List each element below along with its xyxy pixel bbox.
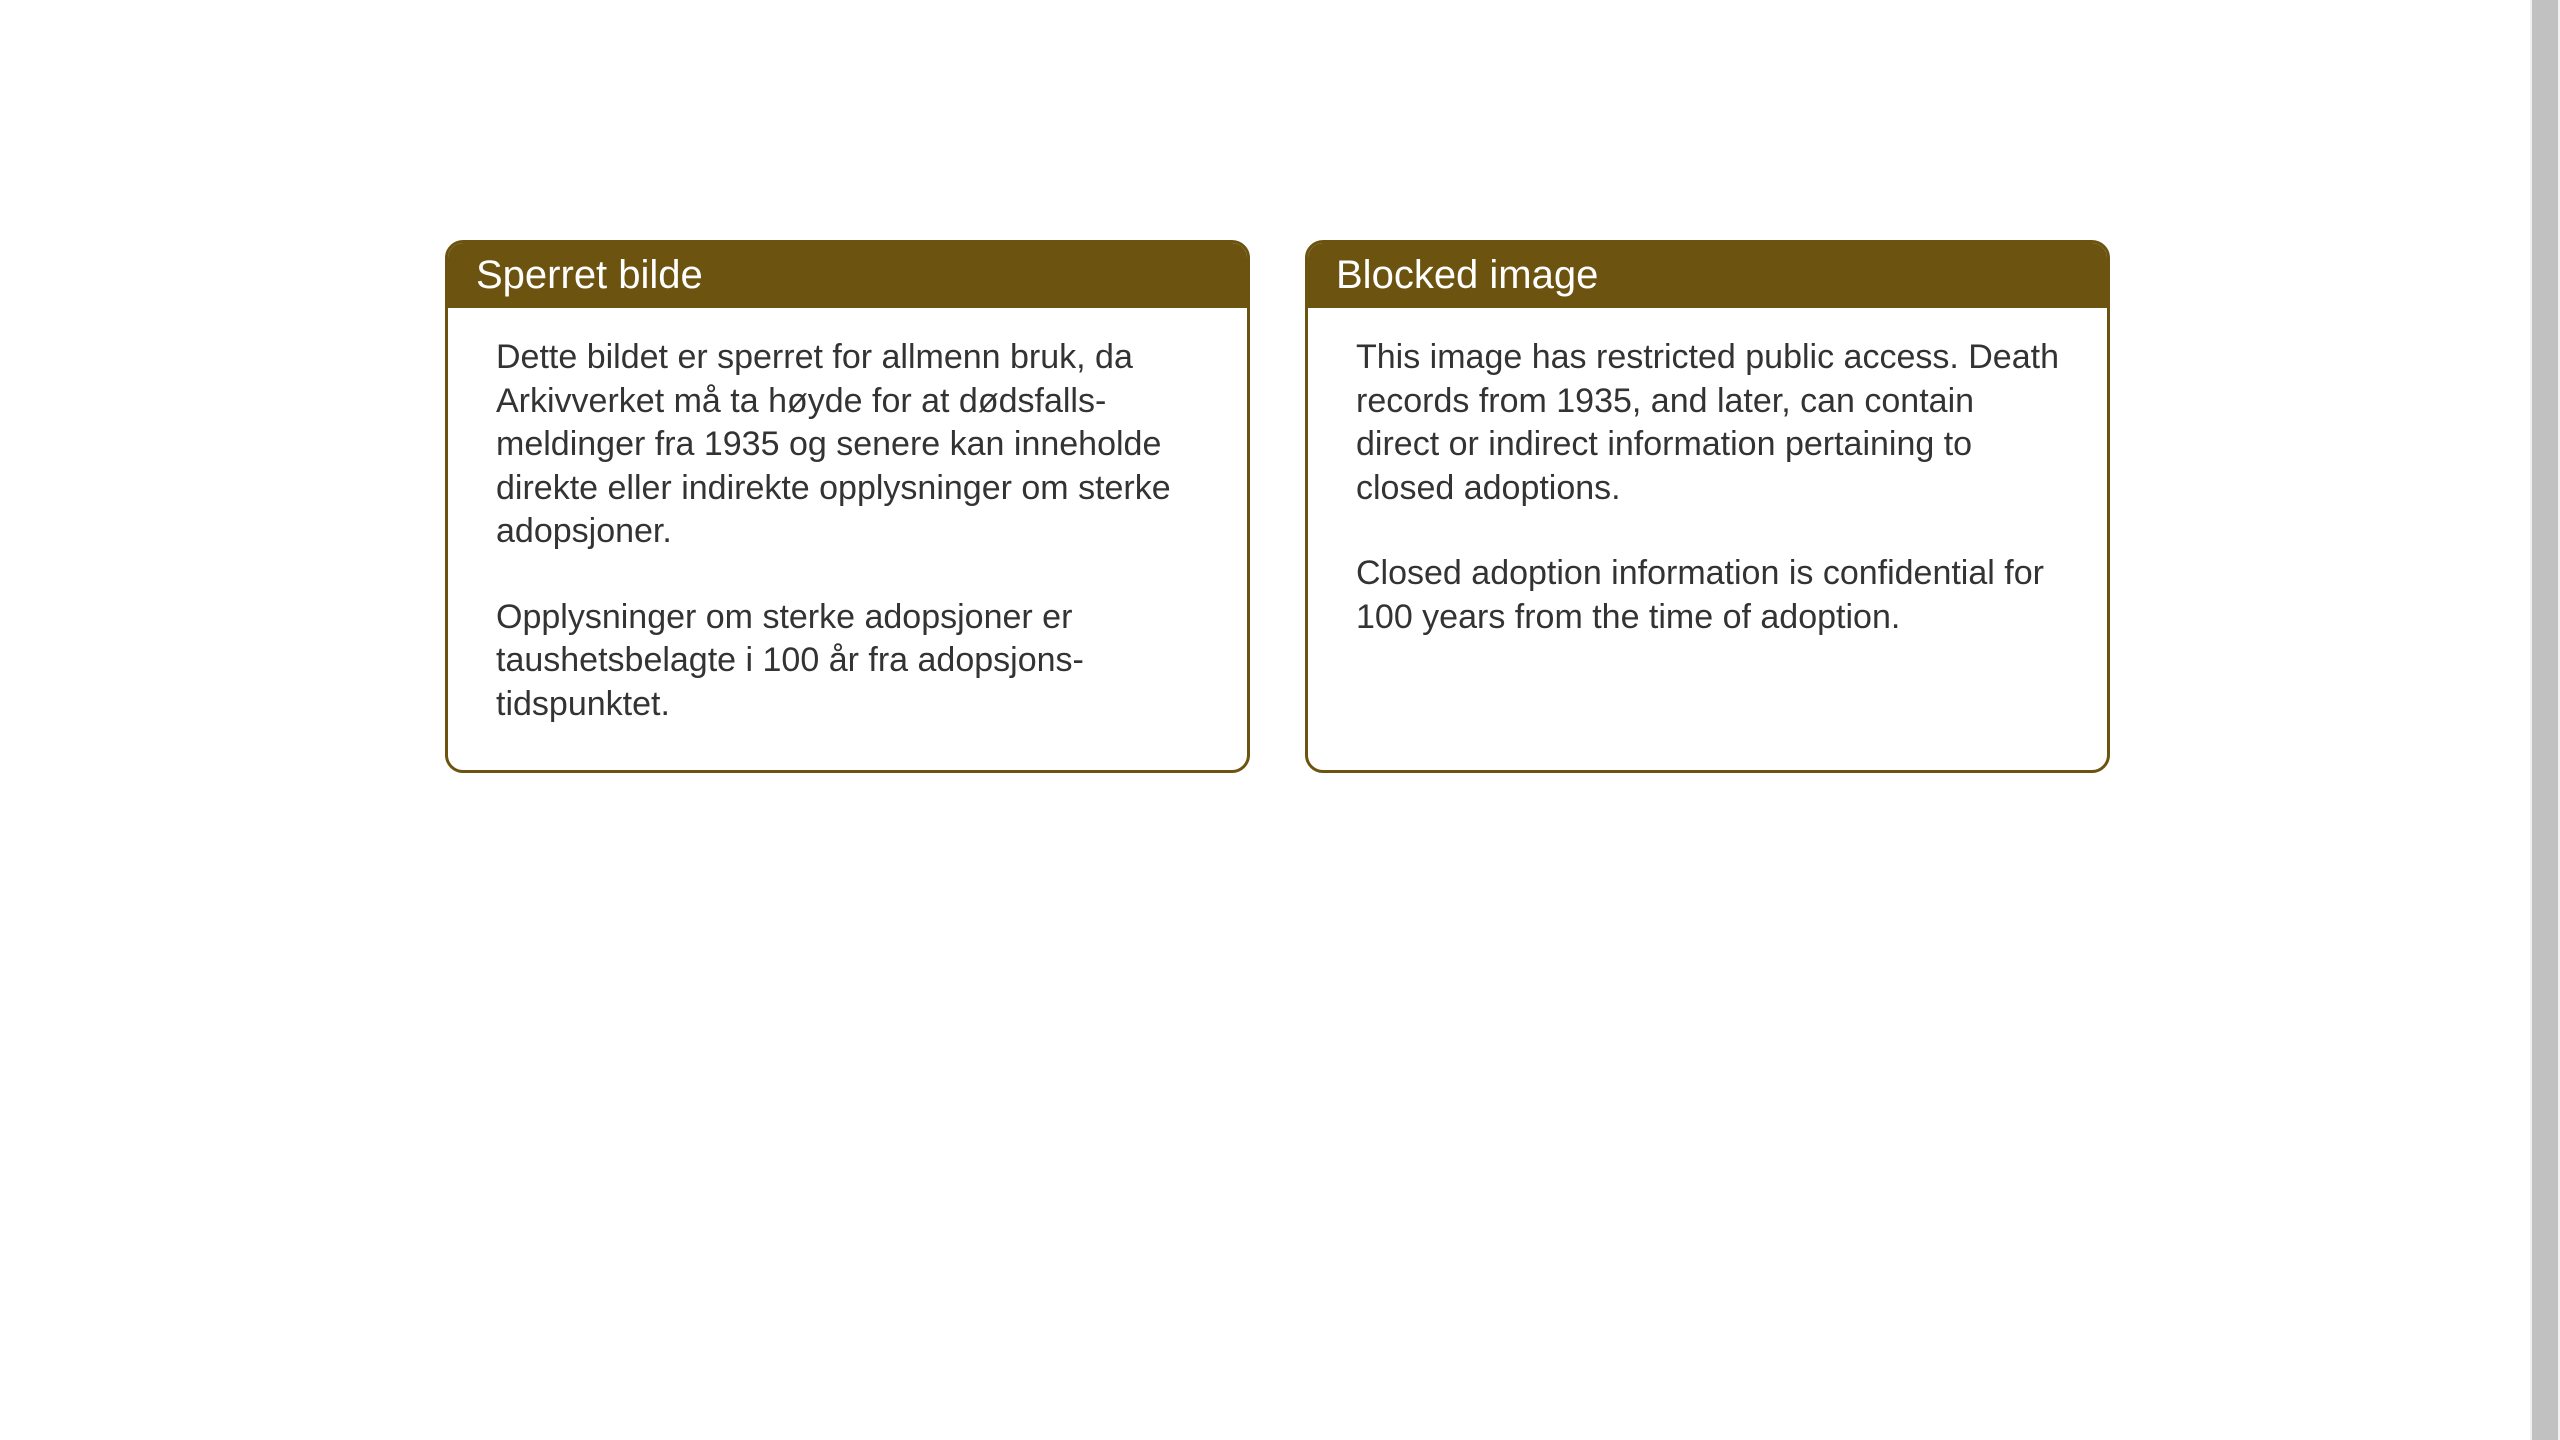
scrollbar-thumb[interactable] bbox=[2532, 0, 2558, 1440]
card-paragraph-2-norwegian: Opplysninger om sterke adopsjoner er tau… bbox=[496, 596, 1199, 727]
card-paragraph-1-norwegian: Dette bildet er sperret for allmenn bruk… bbox=[496, 336, 1199, 554]
notice-card-english: Blocked image This image has restricted … bbox=[1305, 240, 2110, 773]
card-paragraph-2-english: Closed adoption information is confident… bbox=[1356, 552, 2059, 639]
card-header-norwegian: Sperret bilde bbox=[448, 243, 1247, 308]
card-title-english: Blocked image bbox=[1336, 253, 1598, 297]
vertical-scrollbar[interactable] bbox=[2530, 0, 2560, 1440]
card-body-norwegian: Dette bildet er sperret for allmenn bruk… bbox=[448, 308, 1247, 770]
notice-card-norwegian: Sperret bilde Dette bildet er sperret fo… bbox=[445, 240, 1250, 773]
notice-cards-container: Sperret bilde Dette bildet er sperret fo… bbox=[445, 240, 2110, 773]
card-header-english: Blocked image bbox=[1308, 243, 2107, 308]
card-title-norwegian: Sperret bilde bbox=[476, 253, 703, 297]
card-paragraph-1-english: This image has restricted public access.… bbox=[1356, 336, 2059, 510]
card-body-english: This image has restricted public access.… bbox=[1308, 308, 2107, 683]
